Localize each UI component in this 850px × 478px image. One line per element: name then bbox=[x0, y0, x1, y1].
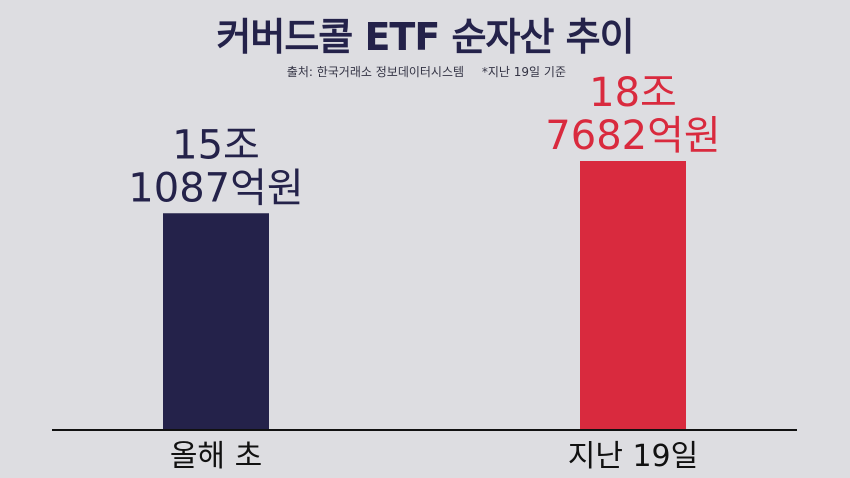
data-label-1-line-1: 15조 bbox=[172, 122, 260, 168]
bar-1 bbox=[163, 213, 269, 429]
chart-title: 커버드콜 ETF 순자산 추이 bbox=[216, 15, 634, 59]
bar-2 bbox=[580, 161, 686, 429]
category-label-2: 지난 19일 bbox=[568, 439, 699, 474]
data-label-2-line-1: 18조 bbox=[589, 70, 677, 116]
date-note: *지난 19일 기준 bbox=[481, 65, 566, 79]
source-note: 출처: 한국거래소 정보데이터시스템 *지난 19일 기준 bbox=[287, 63, 566, 80]
data-label-1-line-2: 1087억원 bbox=[128, 165, 303, 211]
data-label-2-line-2: 7682억원 bbox=[545, 113, 720, 159]
category-label-1: 올해 초 bbox=[170, 439, 262, 474]
source-text: 출처: 한국거래소 정보데이터시스템 bbox=[286, 65, 465, 79]
